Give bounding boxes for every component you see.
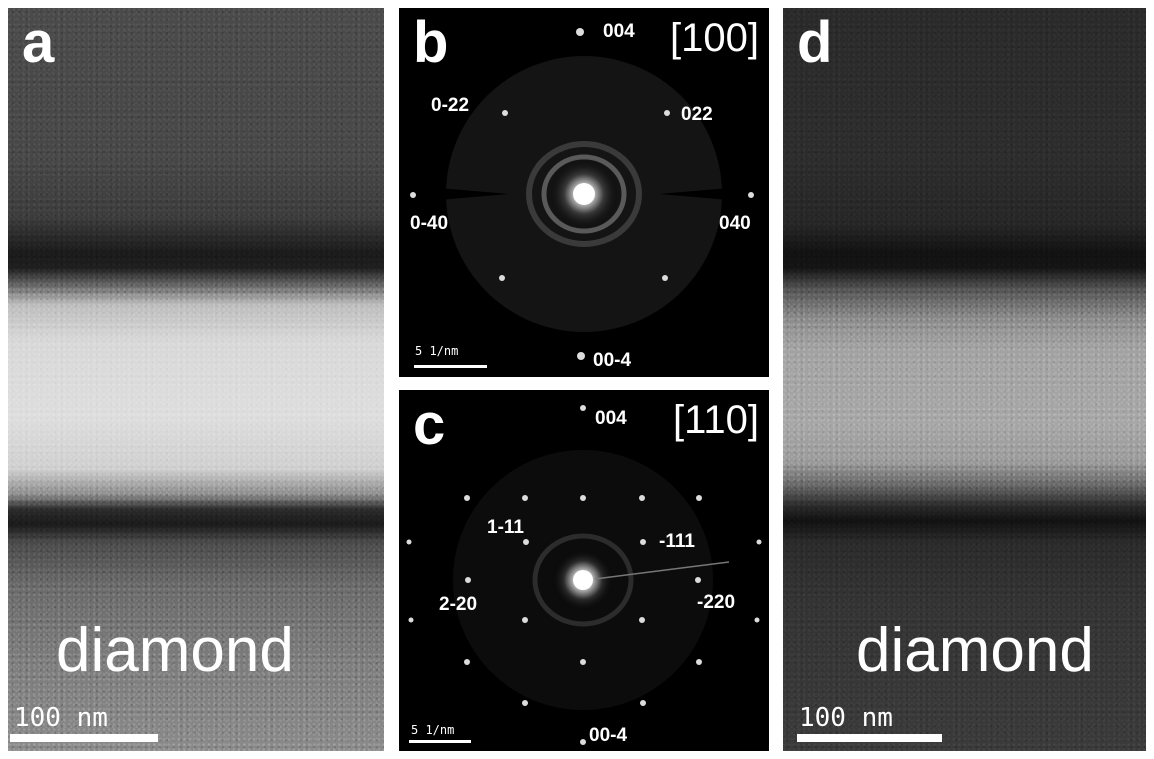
tem-image-panel-a: a diamond 100 nm (8, 8, 384, 751)
spot-label--111: -111 (659, 531, 695, 552)
spot-label-0-22: 0-22 (431, 95, 470, 116)
spot-label-040: 040 (719, 213, 751, 234)
panel-letter-a: a (22, 10, 55, 75)
spot-label-00-4: 00-4 (593, 350, 632, 371)
spot-label--220: -220 (697, 592, 736, 613)
zone-axis-c: [110] (673, 398, 759, 442)
diffraction-pattern-c (406, 405, 762, 745)
diamond-label-d: diamond (856, 616, 1094, 685)
scale-bar-c (409, 740, 471, 743)
spot-label-00-4: 00-4 (589, 725, 628, 746)
panel-letter-b: b (413, 10, 449, 75)
tem-image-panel-d: d diamond 100 nm (783, 8, 1146, 751)
scale-bar-d (797, 734, 942, 742)
scale-bar-a (10, 734, 158, 742)
spot-label-004: 004 (603, 21, 635, 42)
zone-axis-b: [100] (670, 16, 759, 60)
scale-label-c: 5 1/nm (411, 723, 455, 737)
image-texture (8, 8, 384, 751)
diffraction-pattern-b (410, 28, 754, 360)
scale-label-b: 5 1/nm (415, 344, 459, 358)
scale-label-d: 100 nm (799, 703, 893, 733)
diamond-label-a: diamond (56, 616, 294, 685)
diffraction-panel-c: c [110] 004 1-11 -111 2-20 -220 00-4 5 1… (399, 390, 769, 751)
panel-letter-d: d (797, 10, 833, 75)
panel-letter-c: c (413, 392, 446, 457)
spot-label-0-40: 0-40 (410, 213, 449, 234)
spot-label-004: 004 (595, 408, 627, 429)
spot-label-1-11: 1-11 (487, 517, 524, 538)
diffraction-panel-b: b [100] 004 0-22 022 0-40 040 00-4 5 1/n… (399, 8, 769, 377)
scale-bar-b (414, 365, 487, 368)
scale-label-a: 100 nm (14, 703, 108, 733)
spot-label-022: 022 (681, 104, 713, 125)
image-texture (783, 8, 1146, 751)
spot-label-2-20: 2-20 (439, 594, 478, 615)
